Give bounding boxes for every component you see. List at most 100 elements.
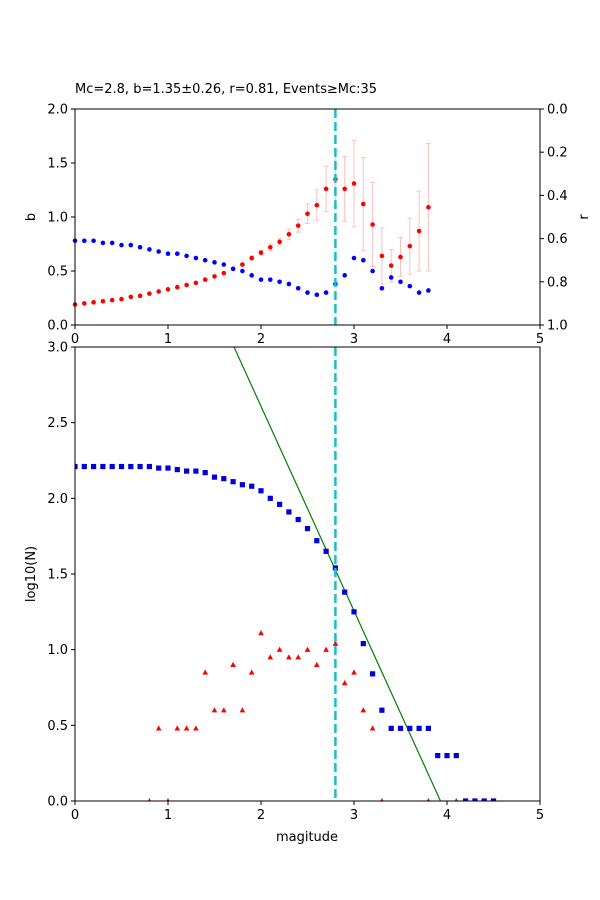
r-value-point [286,281,292,287]
r-value-point [370,268,375,274]
cumulative-point [109,463,115,470]
cumulative-point [407,725,413,731]
r-value-point [109,240,115,246]
noncumulative-point [360,707,367,713]
b-value-point [119,296,124,302]
cumulative-point [481,798,487,801]
bottom-y-tick-label: 2.5 [47,416,68,431]
cumulative-point [193,468,199,474]
b-value-point [109,297,115,303]
bottom-x-tick-label: 3 [350,808,358,823]
noncumulative-point [286,654,292,660]
bottom-ticks: 0 1 2 3 4 5 0.0 0.5 1.0 1.5 2.0 2.5 3.0 [47,341,544,824]
cumulative-point [286,509,292,515]
cumulative-point [314,538,320,544]
noncumulative-point [174,725,181,731]
cumulative-point [295,516,301,523]
cumulative-point [379,707,385,713]
top-r-tick-label: 0.6 [547,232,568,247]
r-value-point [314,292,320,298]
r-value-point [91,238,96,244]
bottom-x-tick-label: 1 [164,808,172,823]
cumulative-point [370,671,376,677]
cumulative-point [435,753,441,759]
r-value-point [156,249,161,254]
b-value-point [407,243,413,249]
cumulative-point [184,468,190,474]
top-x-tick-label: 4 [443,332,451,347]
b-value-point [156,289,161,294]
b-value-point [184,282,189,288]
noncumulative-point [341,679,348,686]
bottom-panel: magitude log10(N) 0 1 2 3 4 5 0.0 0.5 1.0 1.5 2.0 2… [24,341,544,846]
b-value-point [314,202,320,208]
b-value-point [137,293,143,299]
r-value-point [379,285,385,291]
cumulative-point [211,474,218,480]
cumulative-point [156,465,162,471]
r-value-point [165,251,171,257]
top-r-tick-label: 0.8 [547,275,568,290]
noncumulative-point [248,669,255,675]
top-x-tick-label: 1 [164,332,172,347]
top-ylabel-b: b [24,213,39,221]
top-ticks: 0 1 2 3 4 5 0.0 0.5 1.0 1.5 2.0 0.0 0.2 0.4 0.6 0.8 1.0 [47,103,567,348]
b-value-point [128,294,134,300]
top-r-tick-label: 0.0 [547,103,568,118]
r-value-point [184,253,189,259]
bottom-xlabel: magitude [276,830,338,845]
bottom-y-tick-label: 2.0 [47,492,68,507]
b-value-point [249,255,254,261]
r-value-point [249,273,254,278]
noncumulative-point [276,646,283,652]
r-value-point [230,266,236,272]
r-value-point [128,242,134,248]
b-value-point [379,253,385,259]
cumulative-point [388,725,394,731]
b-value-point [351,181,357,186]
b-value-point [305,211,310,217]
noncumulative-point [230,661,236,667]
top-y-tick-label: 0.0 [47,319,68,334]
bottom-ylabel: log10(N) [24,546,39,602]
cumulative-point [416,725,422,731]
noncumulative-point [454,798,458,801]
bottom-x-tick-label: 5 [536,808,544,823]
noncumulative-point [332,640,339,646]
top-x-tick-label: 2 [257,332,265,347]
b-value-point [100,298,106,304]
b-value-point [416,228,422,234]
r-value-point [137,244,143,250]
noncumulative-point [314,661,320,667]
cumulative-point [137,463,143,470]
b-value-point [82,301,87,306]
b-value-point [388,263,394,268]
b-value-point [323,186,329,192]
top-y-tick-label: 1.5 [47,157,68,172]
top-y-tick-label: 1.0 [47,211,68,226]
b-value-point [221,270,227,276]
top-y-tick-label: 2.0 [47,103,68,118]
noncumulative-point [258,630,264,636]
cumulative-point [202,470,208,476]
top-x-tick-label: 5 [536,332,544,347]
r-value-point [295,285,301,291]
cumulative-point [165,465,171,471]
cumulative-point [332,565,338,571]
r-value-point [426,288,431,293]
r-value-point [407,283,413,289]
b-value-point [212,274,217,279]
b-value-point [175,284,180,290]
b-value-point [426,204,431,210]
cumulative-point [453,753,459,759]
noncumulative-point [295,654,301,660]
cumulative-point [174,466,180,473]
noncumulative-point [183,725,190,731]
cumulative-point [267,495,273,501]
cumulative-point [444,753,450,759]
r-value-point [258,277,264,282]
cumulative-point [91,463,97,470]
noncumulative-point [202,669,208,675]
